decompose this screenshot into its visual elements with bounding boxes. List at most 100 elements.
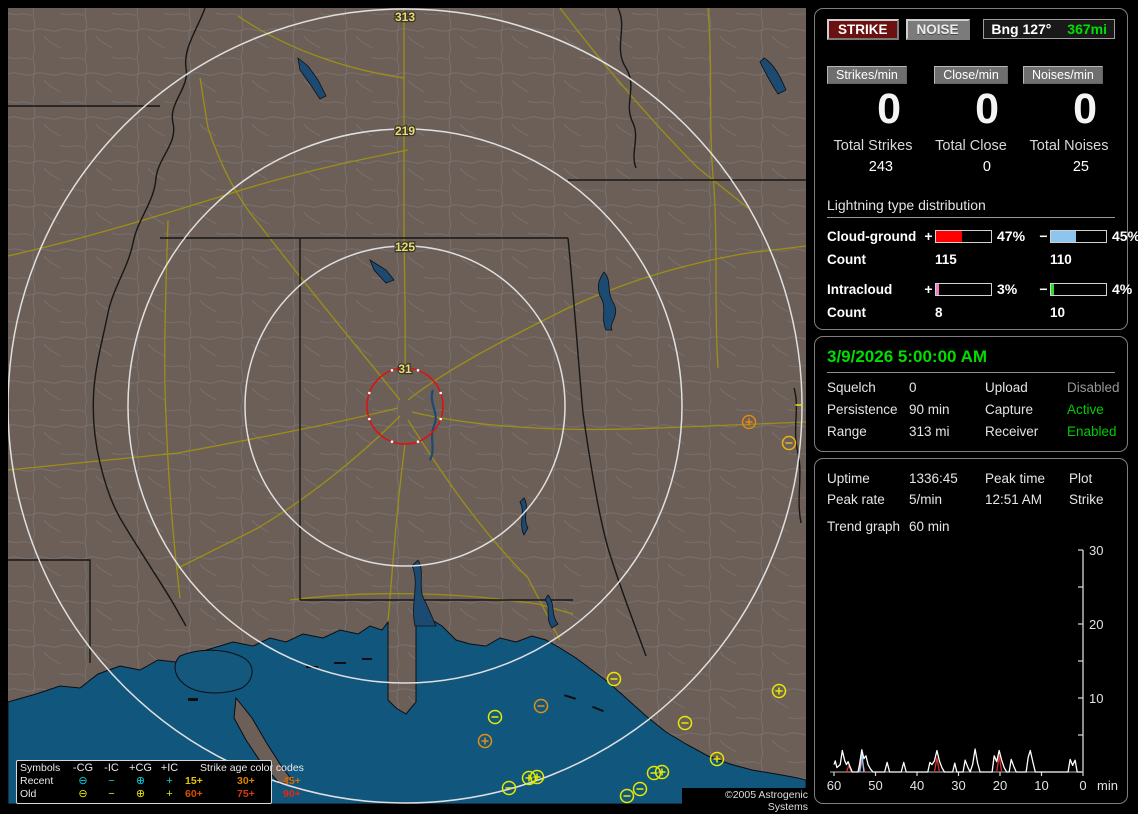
range-rings	[8, 8, 803, 804]
squelch-row: Squelch 0 Upload Disabled	[827, 380, 1120, 395]
range-label: Range	[827, 424, 867, 439]
close-range-ring	[366, 367, 444, 445]
pic-recent-icon: +	[166, 775, 173, 787]
strike-symbol-pCG	[741, 414, 757, 430]
svg-text:0: 0	[1079, 778, 1086, 793]
legend-col-ncg: -CG	[72, 762, 94, 774]
svg-text:40: 40	[910, 778, 924, 793]
intracloud-count-row: Count 8 10	[827, 305, 1115, 320]
legend-col-nic: -IC	[104, 762, 119, 774]
svg-text:30: 30	[1089, 543, 1103, 558]
minus-sign: −	[1039, 281, 1048, 297]
trend-panel: Uptime 1336:45 Peak time Plot Peak rate …	[814, 458, 1128, 804]
upload-status: Disabled	[1067, 380, 1120, 395]
cg-negative-pct: 45%	[1112, 228, 1138, 244]
ic-negative-count: 10	[1050, 305, 1066, 320]
trend-graph-row: Trend graph 60 min	[827, 519, 1115, 534]
ncg-old-icon: ⊖	[78, 788, 88, 800]
total-strikes-label: Total Strikes	[833, 138, 913, 154]
strike-counter-panel: STRIKE NOISE Bng 127° 367mi Strikes/min …	[814, 8, 1138, 330]
map-svg: 313 219 125 31	[8, 8, 806, 804]
strike-symbol-nCG	[646, 765, 662, 781]
noises-per-min-value: 0	[1073, 85, 1097, 133]
upload-label: Upload	[985, 380, 1028, 395]
peak-time-value: 12:51 AM	[985, 492, 1043, 507]
age-45: 45+	[283, 775, 301, 787]
nic-recent-icon: −	[108, 775, 115, 787]
cg-positive-count: 115	[935, 252, 957, 267]
close-per-min-label: Close/min	[934, 66, 1008, 84]
trend-window-value: 60 min	[909, 519, 950, 534]
cloud-ground-label: Cloud-ground	[827, 228, 917, 244]
age-90: 90+	[283, 788, 301, 800]
cloud-ground-count-row: Count 115 110	[827, 252, 1115, 267]
svg-text:30: 30	[951, 778, 965, 793]
age-15: 15+	[185, 775, 203, 787]
ic-count-label: Count	[827, 305, 866, 320]
svg-text:20: 20	[1089, 617, 1103, 632]
persistence-label: Persistence	[827, 402, 898, 417]
radar-map[interactable]: 313 219 125 31	[8, 8, 806, 804]
trend-graph-label: Trend graph	[827, 519, 901, 534]
strike-symbol-nCG	[619, 788, 635, 804]
bearing-label: Bng 127°	[991, 21, 1052, 37]
legend-recent-row: Recent ⊖ − ⊕ + 15+ 30+ 45+	[20, 775, 301, 788]
range-value: 313 mi	[909, 424, 950, 439]
close-per-min-column: Close/min 0 Total Close 0	[925, 66, 1017, 175]
persistence-row: Persistence 90 min Capture Active	[827, 402, 1115, 417]
plus-sign: +	[924, 228, 933, 244]
pcg-recent-icon: ⊕	[135, 775, 146, 787]
strike-symbol-pCG	[529, 769, 545, 785]
strike-symbol-nCG	[501, 780, 517, 796]
strikes-per-min-column: Strikes/min 0 Total Strikes 243	[827, 66, 919, 175]
legend-symbols-header: Symbols	[20, 762, 61, 774]
ic-positive-bar	[935, 282, 992, 296]
capture-status: Active	[1067, 402, 1104, 417]
svg-text:60: 60	[827, 778, 841, 793]
noises-per-min-label: Noises/min	[1023, 66, 1103, 84]
intracloud-row: Intracloud + 3% − 4%	[827, 281, 1132, 297]
strike-toggle-button[interactable]: STRIKE	[827, 19, 899, 40]
distribution-title: Lightning type distribution	[827, 197, 1115, 218]
minus-sign: −	[1039, 228, 1048, 244]
symbols-legend: Symbols -CG -IC +CG +IC Strike age color…	[16, 760, 304, 804]
strike-symbol-nCG	[632, 781, 648, 797]
legend-col-pic: +IC	[160, 762, 179, 774]
plus-sign: +	[924, 281, 933, 297]
total-noises-value: 25	[1072, 159, 1089, 175]
receiver-label: Receiver	[985, 424, 1039, 439]
ic-positive-pct: 3%	[997, 281, 1018, 297]
persistence-value: 90 min	[909, 402, 950, 417]
peak-time-label: Peak time	[985, 471, 1046, 486]
cg-positive-bar	[935, 229, 992, 243]
ring-label-31: 31	[398, 362, 412, 376]
plot-value: Strike	[1069, 492, 1104, 507]
total-close-value: 0	[982, 159, 991, 175]
total-noises-label: Total Noises	[1029, 138, 1109, 154]
copyright-text: ©2005 Astrogenic Systems	[682, 788, 810, 814]
clock-display: 3/9/2026 5:00:00 AM	[827, 347, 1115, 373]
noises-per-min-column: Noises/min 0 Total Noises 25	[1023, 66, 1115, 175]
intracloud-label: Intracloud	[827, 281, 893, 297]
squelch-value: 0	[909, 380, 917, 395]
strike-symbol-nCG	[487, 709, 503, 725]
ic-negative-pct: 4%	[1112, 281, 1133, 297]
svg-text:20: 20	[993, 778, 1007, 793]
ring-label-125: 125	[395, 240, 415, 254]
close-ring-dots	[368, 369, 443, 444]
state-borders	[8, 8, 806, 663]
legend-age-header: Strike age color codes	[200, 762, 304, 774]
cloud-ground-row: Cloud-ground + 47% − 45%	[827, 228, 1138, 244]
cg-negative-count: 110	[1050, 252, 1072, 267]
total-close-label: Total Close	[935, 138, 1007, 154]
legend-old-row: Old ⊖ − ⊕ + 60+ 75+ 90+	[20, 788, 301, 801]
squelch-label: Squelch	[827, 380, 876, 395]
svg-text:min: min	[1097, 778, 1118, 793]
plot-label: Plot	[1069, 471, 1093, 486]
uptime-label: Uptime	[827, 471, 870, 486]
noise-toggle-button[interactable]: NOISE	[905, 19, 970, 40]
strike-symbol-pCG	[709, 751, 725, 767]
strikes-per-min-value: 0	[877, 85, 901, 133]
age-30: 30+	[237, 775, 255, 787]
pcg-old-icon: ⊕	[135, 788, 146, 800]
